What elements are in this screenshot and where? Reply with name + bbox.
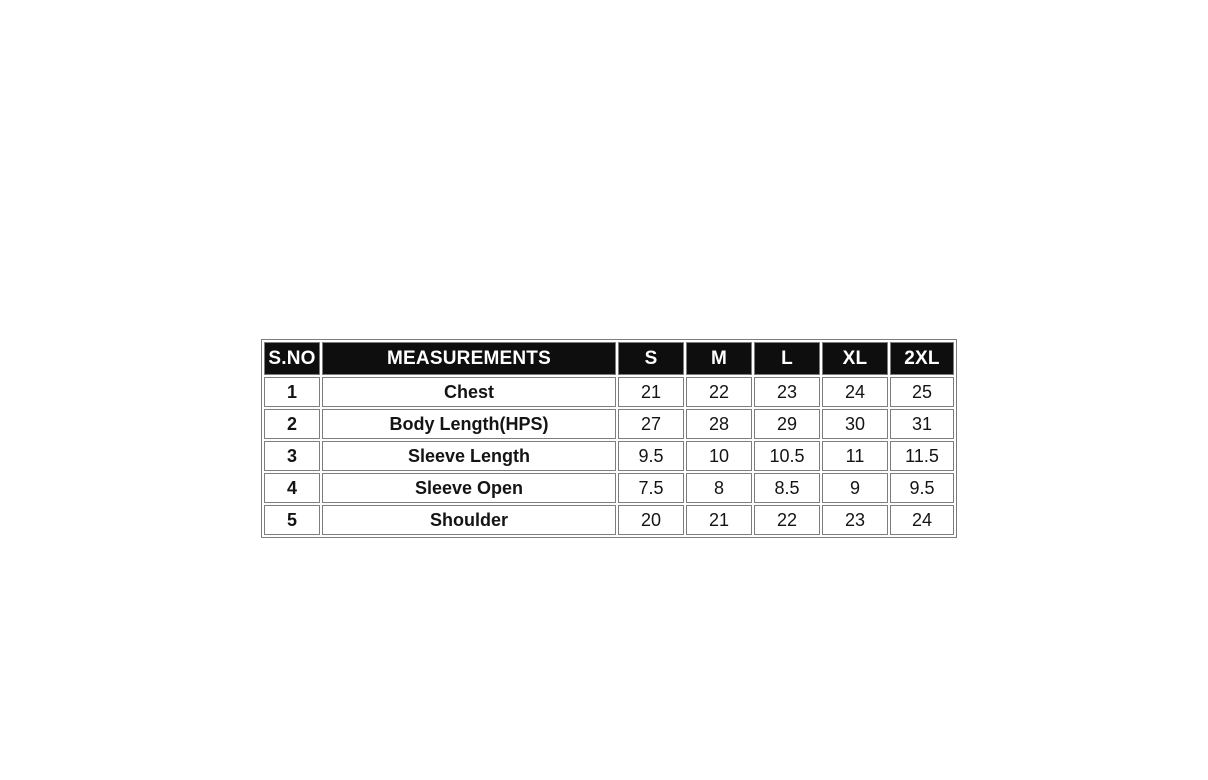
cell-size-value: 9.5 <box>890 473 954 503</box>
header-size-s: S <box>618 342 684 375</box>
table-header: S.NO MEASUREMENTS S M L XL 2XL <box>264 342 954 375</box>
cell-serial-number: 2 <box>264 409 320 439</box>
header-size-xl: XL <box>822 342 888 375</box>
cell-size-value: 23 <box>822 505 888 535</box>
cell-size-value: 9 <box>822 473 888 503</box>
cell-size-value: 21 <box>618 377 684 407</box>
header-size-2xl: 2XL <box>890 342 954 375</box>
cell-size-value: 20 <box>618 505 684 535</box>
cell-serial-number: 1 <box>264 377 320 407</box>
table-row: 2 Body Length(HPS) 27 28 29 30 31 <box>264 409 954 439</box>
header-size-l: L <box>754 342 820 375</box>
cell-size-value: 7.5 <box>618 473 684 503</box>
cell-size-value: 8 <box>686 473 752 503</box>
table-row: 5 Shoulder 20 21 22 23 24 <box>264 505 954 535</box>
cell-size-value: 24 <box>890 505 954 535</box>
table-row: 3 Sleeve Length 9.5 10 10.5 11 11.5 <box>264 441 954 471</box>
cell-measurement-name: Sleeve Length <box>322 441 616 471</box>
size-chart-table: S.NO MEASUREMENTS S M L XL 2XL 1 Chest 21 2… <box>261 339 957 538</box>
cell-size-value: 9.5 <box>618 441 684 471</box>
size-chart: S.NO MEASUREMENTS S M L XL 2XL 1 Chest 21 2… <box>261 339 957 538</box>
cell-size-value: 21 <box>686 505 752 535</box>
cell-size-value: 22 <box>686 377 752 407</box>
cell-measurement-name: Shoulder <box>322 505 616 535</box>
header-measurements: MEASUREMENTS <box>322 342 616 375</box>
header-sno: S.NO <box>264 342 320 375</box>
cell-measurement-name: Chest <box>322 377 616 407</box>
cell-size-value: 10 <box>686 441 752 471</box>
cell-size-value: 28 <box>686 409 752 439</box>
cell-measurement-name: Body Length(HPS) <box>322 409 616 439</box>
table-row: 4 Sleeve Open 7.5 8 8.5 9 9.5 <box>264 473 954 503</box>
header-size-m: M <box>686 342 752 375</box>
cell-size-value: 23 <box>754 377 820 407</box>
cell-serial-number: 4 <box>264 473 320 503</box>
cell-size-value: 22 <box>754 505 820 535</box>
cell-size-value: 11.5 <box>890 441 954 471</box>
table-row: 1 Chest 21 22 23 24 25 <box>264 377 954 407</box>
cell-size-value: 10.5 <box>754 441 820 471</box>
table-body: 1 Chest 21 22 23 24 25 2 Body Length(HPS) 27 28 29 3… <box>264 377 954 535</box>
cell-size-value: 30 <box>822 409 888 439</box>
cell-size-value: 8.5 <box>754 473 820 503</box>
cell-size-value: 24 <box>822 377 888 407</box>
cell-size-value: 25 <box>890 377 954 407</box>
cell-size-value: 27 <box>618 409 684 439</box>
cell-size-value: 31 <box>890 409 954 439</box>
cell-size-value: 29 <box>754 409 820 439</box>
cell-measurement-name: Sleeve Open <box>322 473 616 503</box>
cell-serial-number: 3 <box>264 441 320 471</box>
cell-size-value: 11 <box>822 441 888 471</box>
header-row: S.NO MEASUREMENTS S M L XL 2XL <box>264 342 954 375</box>
cell-serial-number: 5 <box>264 505 320 535</box>
